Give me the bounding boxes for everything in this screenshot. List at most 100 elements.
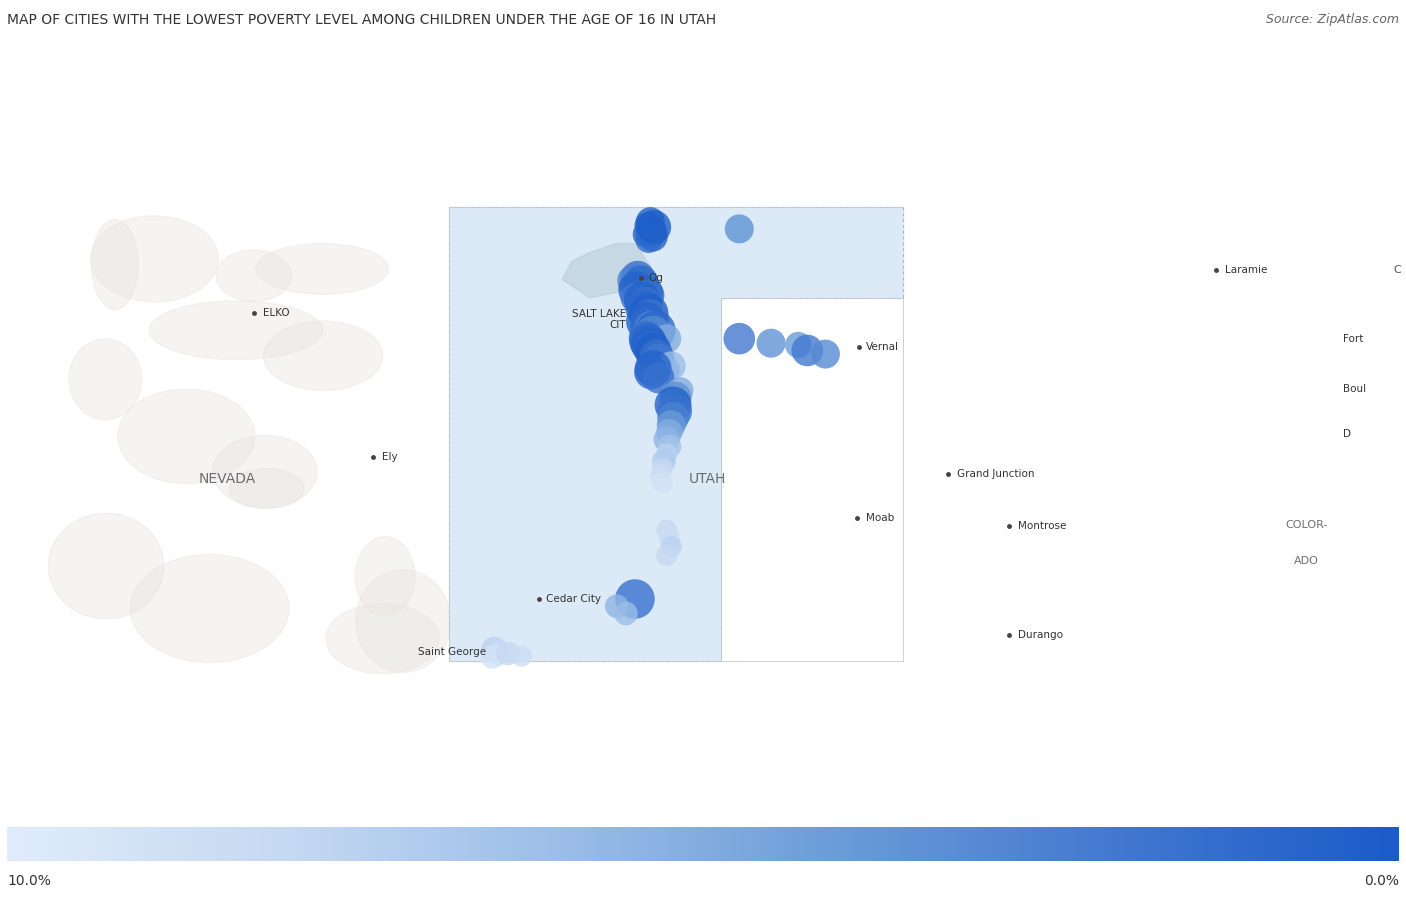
Ellipse shape [256, 244, 388, 294]
Point [637, 306, 659, 320]
Point [647, 370, 669, 385]
Ellipse shape [131, 555, 290, 663]
Point [655, 548, 678, 563]
Point [664, 404, 686, 418]
Text: Fort: Fort [1343, 334, 1362, 343]
Text: C: C [1393, 264, 1402, 275]
Polygon shape [562, 244, 654, 298]
Text: COLOR-: COLOR- [1285, 520, 1327, 530]
Point [640, 215, 662, 229]
Point [659, 539, 682, 554]
Point [643, 230, 665, 245]
Point [621, 273, 644, 288]
Point [640, 310, 662, 325]
Point [796, 343, 818, 358]
Text: Ely: Ely [382, 451, 398, 461]
Point [658, 425, 681, 440]
Point [728, 222, 751, 236]
Point [633, 301, 655, 316]
Ellipse shape [90, 216, 218, 302]
Point [630, 275, 652, 289]
Ellipse shape [217, 250, 292, 301]
Point [626, 282, 648, 297]
Point [637, 233, 659, 247]
Text: Laramie: Laramie [1225, 264, 1267, 275]
Point [640, 225, 662, 239]
Point [627, 271, 650, 285]
Text: Montrose: Montrose [1018, 521, 1066, 531]
Point [488, 646, 510, 661]
Point [644, 324, 666, 338]
Text: Grand Junction: Grand Junction [957, 468, 1035, 479]
Text: Durango: Durango [1018, 630, 1063, 640]
Text: Boul: Boul [1343, 384, 1365, 394]
Point [655, 432, 678, 447]
Point [496, 646, 519, 661]
Point [728, 332, 751, 346]
Point [644, 347, 666, 361]
Point [650, 468, 672, 483]
Ellipse shape [149, 301, 323, 360]
Text: 0.0%: 0.0% [1364, 874, 1399, 888]
Point [655, 523, 678, 538]
Text: Moab: Moab [866, 513, 894, 523]
Point [658, 440, 681, 454]
Point [662, 397, 685, 412]
Text: ADO: ADO [1294, 556, 1319, 565]
Text: Saint George: Saint George [418, 646, 486, 656]
Point [643, 220, 665, 235]
Point [634, 297, 657, 311]
Point [634, 315, 657, 329]
Point [652, 454, 675, 468]
Point [634, 227, 657, 242]
Point [628, 279, 651, 293]
Point [637, 318, 659, 333]
Point [659, 418, 682, 432]
Point [662, 410, 685, 424]
Text: NEVADA: NEVADA [198, 472, 256, 486]
Point [638, 338, 661, 352]
Text: D: D [1343, 429, 1351, 439]
Point [658, 531, 681, 546]
Point [643, 361, 665, 376]
Point [665, 390, 688, 405]
Point [484, 643, 506, 657]
Ellipse shape [48, 513, 165, 619]
Ellipse shape [229, 468, 304, 509]
Text: 10.0%: 10.0% [7, 874, 51, 888]
Ellipse shape [356, 537, 415, 617]
Text: Og: Og [648, 273, 664, 283]
Ellipse shape [263, 321, 382, 390]
Point [510, 649, 533, 663]
Point [647, 352, 669, 367]
Point [614, 606, 637, 620]
Point [640, 341, 662, 355]
Point [637, 288, 659, 302]
Ellipse shape [91, 219, 138, 309]
Point [640, 365, 662, 379]
Ellipse shape [356, 570, 451, 672]
Point [643, 327, 665, 342]
Polygon shape [449, 207, 903, 661]
Text: Cedar City: Cedar City [546, 594, 602, 604]
Point [643, 344, 665, 359]
Ellipse shape [212, 435, 318, 508]
Point [651, 476, 673, 490]
Point [659, 359, 682, 373]
Point [655, 363, 678, 378]
Point [624, 290, 647, 305]
Ellipse shape [118, 389, 254, 484]
Point [637, 218, 659, 233]
Point [606, 599, 628, 613]
Point [655, 332, 678, 346]
Text: MAP OF CITIES WITH THE LOWEST POVERTY LEVEL AMONG CHILDREN UNDER THE AGE OF 16 I: MAP OF CITIES WITH THE LOWEST POVERTY LE… [7, 13, 716, 28]
Text: Vernal: Vernal [866, 342, 900, 352]
Point [640, 321, 662, 335]
Point [645, 350, 668, 364]
Text: SALT LAKE
CIT: SALT LAKE CIT [572, 308, 626, 331]
Point [637, 334, 659, 349]
Text: UTAH: UTAH [689, 472, 727, 486]
Point [631, 293, 654, 307]
Point [624, 592, 647, 606]
Point [669, 383, 692, 397]
